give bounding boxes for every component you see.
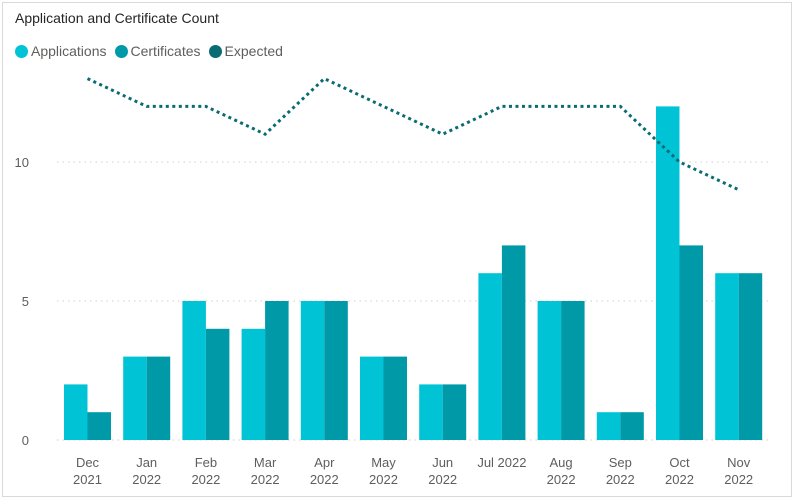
bar-applications (123, 356, 147, 440)
chart-title: Application and Certificate Count (15, 10, 219, 26)
bar-certificates (265, 301, 289, 440)
x-tick-label: Jul 2022 (477, 455, 526, 470)
legend-label-applications: Applications (31, 43, 107, 59)
x-tick-label: Dec (76, 455, 100, 470)
x-tick-label: 2022 (310, 472, 339, 487)
x-tick-label: May (371, 455, 396, 470)
x-tick-label: Feb (195, 455, 217, 470)
x-tick-label: 2022 (251, 472, 280, 487)
bar-certificates (738, 273, 763, 440)
legend-marker-expected (208, 44, 222, 58)
x-tick-label: Nov (727, 455, 751, 470)
bar-certificates (383, 356, 407, 440)
bar-applications (300, 301, 325, 440)
bar-certificates (324, 301, 348, 440)
legend-marker-applications (15, 44, 28, 58)
bar-applications (537, 301, 562, 440)
legend-label-certificates: Certificates (130, 43, 201, 59)
x-tick-label: 2022 (665, 472, 694, 487)
bar-certificates (442, 384, 467, 440)
x-tick-label: Apr (314, 455, 335, 470)
bar-applications (596, 412, 621, 440)
bar-applications (715, 273, 739, 440)
y-tick-label: 5 (22, 294, 29, 309)
x-tick-label: 2021 (73, 472, 102, 487)
bar-applications (241, 328, 266, 440)
legend: Applications Certificates Expected (15, 43, 291, 59)
x-tick-label: Mar (254, 455, 277, 470)
legend-item-certificates[interactable]: Certificates (114, 43, 201, 59)
bar-applications (656, 106, 680, 441)
legend-item-expected[interactable]: Expected (208, 43, 283, 59)
x-tick-label: Jun (432, 455, 453, 470)
bar-applications (64, 384, 88, 440)
x-tick-label: 2022 (132, 472, 161, 487)
bar-certificates (146, 356, 171, 440)
bar-applications (478, 273, 502, 440)
bar-applications (419, 384, 443, 440)
x-tick-label: Aug (550, 455, 573, 470)
bar-certificates (620, 412, 644, 440)
y-tick-label: 0 (22, 433, 29, 448)
bar-certificates (205, 328, 230, 440)
legend-item-applications[interactable]: Applications (15, 43, 107, 59)
legend-marker-certificates (114, 44, 128, 58)
x-tick-label: 2022 (369, 472, 398, 487)
bar-certificates (87, 412, 111, 440)
bar-certificates (501, 245, 526, 440)
x-tick-label: 2022 (606, 472, 635, 487)
x-tick-label: 2022 (724, 472, 753, 487)
x-tick-label: Jan (136, 455, 157, 470)
bar-applications (360, 356, 384, 440)
x-tick-label: Sep (609, 455, 632, 470)
legend-label-expected: Expected (224, 43, 283, 59)
line-expected (86, 76, 740, 192)
y-tick-label: 10 (15, 155, 29, 170)
x-tick-label: Oct (669, 455, 690, 470)
bar-certificates (679, 245, 703, 440)
bar-applications (182, 301, 206, 440)
x-tick-label: 2022 (428, 472, 457, 487)
x-tick-label: 2022 (547, 472, 576, 487)
x-tick-label: 2022 (191, 472, 220, 487)
bar-certificates (561, 301, 585, 440)
